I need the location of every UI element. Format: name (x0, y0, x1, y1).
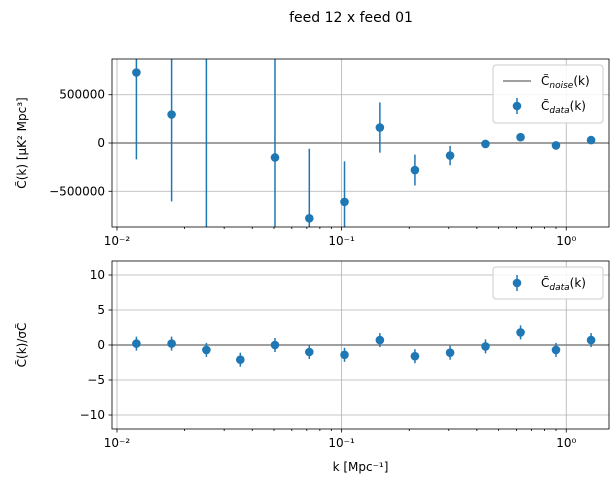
data-point (305, 347, 314, 357)
data-point (516, 328, 525, 337)
y-tick-label: 0 (97, 136, 105, 150)
y-tick-label: −500000 (49, 184, 105, 198)
data-point (410, 165, 420, 175)
top-axes: 10⁻² 10⁻¹ 10⁰ 500000 0 −500000 C̃(k) [μK² Mpc³… (15, 58, 610, 248)
legend-label: C̃data(k) (541, 276, 586, 293)
data-point (340, 350, 349, 360)
data-point (167, 339, 176, 348)
bottom-axes: 10⁻² 10⁻¹ 10⁰ 10 5 0 −5 −10 C̃(k)/σC̃ k [Mpc⁻¹] C̃… (15, 260, 610, 474)
data-point (551, 345, 561, 355)
y-tick-label: 10 (90, 268, 105, 282)
data-point (445, 348, 455, 358)
data-point (167, 110, 176, 119)
figure-title: feed 12 x feed 01 (289, 10, 413, 26)
data-point (586, 135, 596, 145)
legend-marker-swatch (512, 101, 522, 111)
y-tick-label: −10 (80, 408, 105, 422)
top-axes-frame (111, 58, 610, 228)
y-tick-label: 5 (97, 303, 105, 317)
data-point (236, 355, 245, 365)
data-point (516, 132, 525, 142)
x-tick-label: 10⁻¹ (328, 234, 355, 248)
x-tick-label: 10⁰ (556, 234, 576, 248)
x-tick-label: 10⁻¹ (328, 436, 355, 450)
data-point (340, 197, 349, 207)
data-point (586, 335, 596, 345)
data-point (132, 339, 141, 348)
data-point (481, 342, 490, 351)
bottom-x-axis-label: k [Mpc⁻¹] (333, 460, 389, 474)
data-point (270, 340, 280, 350)
x-tick-label: 10⁰ (556, 436, 576, 450)
data-point (551, 141, 561, 150)
x-tick-label: 10⁻² (104, 234, 131, 248)
legend-label: C̃data(k) (541, 99, 586, 116)
legend-label: C̃noise(k) (541, 74, 590, 91)
legend-frame (492, 266, 604, 300)
x-tick-label: 10⁻² (104, 436, 131, 450)
top-legend: C̃noise(k) C̃data(k) (492, 64, 604, 124)
data-point (445, 151, 455, 160)
bottom-legend: C̃data(k) (492, 266, 604, 300)
bottom-plot-area (112, 325, 609, 367)
data-point (132, 68, 141, 77)
data-point (375, 335, 385, 345)
data-point (375, 123, 385, 132)
data-point (202, 345, 211, 355)
legend-frame (492, 64, 604, 124)
bottom-axes-frame (111, 260, 610, 430)
top-plot-area (112, 59, 609, 227)
data-point (410, 351, 420, 361)
y-tick-label: 500000 (59, 88, 105, 102)
y-tick-label: −5 (87, 373, 105, 387)
bottom-y-axis-label: C̃(k)/σC̃ (15, 323, 29, 368)
top-y-axis-label: C̃(k) [μK² Mpc³] (15, 97, 29, 188)
data-point (481, 139, 490, 149)
data-point (305, 214, 314, 223)
y-tick-label: 0 (97, 338, 105, 352)
legend-marker-swatch (512, 278, 522, 288)
data-point (270, 153, 280, 162)
